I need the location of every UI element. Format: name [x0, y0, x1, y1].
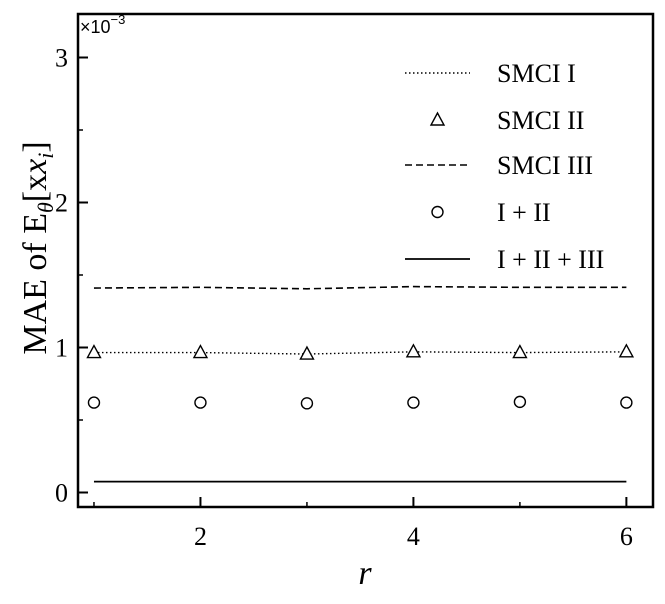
- x-tick-label: 4: [407, 522, 420, 551]
- legend-label: I + II: [497, 198, 551, 227]
- y-axis-title: MAE of Eθ[xxi]: [17, 141, 58, 354]
- y-exponent-label: ×10−3: [80, 12, 125, 37]
- y-tick-label: 2: [55, 189, 68, 218]
- x-axis-title: r: [358, 555, 372, 592]
- circle-marker: [87, 396, 101, 409]
- series-line-smciiii: [93, 285, 627, 290]
- legend-label: SMCI II: [497, 106, 584, 135]
- y-axis-title-x: x: [17, 159, 54, 175]
- triangle-marker: [299, 345, 315, 360]
- legend-triangle-marker: [429, 111, 446, 126]
- triangle-marker: [618, 343, 635, 358]
- legend: SMCI I SMCI II SMCI III I + II I + II + III: [405, 59, 604, 274]
- legend-label: SMCI III: [497, 151, 593, 180]
- legend-circle-marker: [431, 205, 444, 219]
- legend-label: SMCI I: [497, 59, 576, 88]
- ticks-layer: 2 4 6 0 1 2 3: [55, 44, 633, 552]
- triangle-marker: [192, 344, 209, 359]
- x-tick-label: 6: [620, 522, 633, 551]
- series-layer: [86, 285, 635, 483]
- circle-marker: [620, 396, 633, 409]
- y-tick-label: 1: [55, 334, 68, 363]
- triangle-marker: [86, 344, 102, 359]
- triangle-marker: [405, 343, 422, 358]
- circle-marker: [407, 396, 420, 409]
- circle-marker: [194, 396, 207, 409]
- y-tick-label: 3: [55, 44, 68, 73]
- legend-label: I + II + III: [497, 245, 604, 274]
- triangle-marker: [512, 344, 528, 359]
- plot-frame: [76, 12, 655, 509]
- circle-marker: [300, 397, 314, 410]
- x-tick-label: 2: [194, 522, 207, 551]
- y-tick-label: 0: [55, 479, 68, 508]
- series-line-smcii: [93, 351, 627, 355]
- circle-marker: [513, 395, 527, 409]
